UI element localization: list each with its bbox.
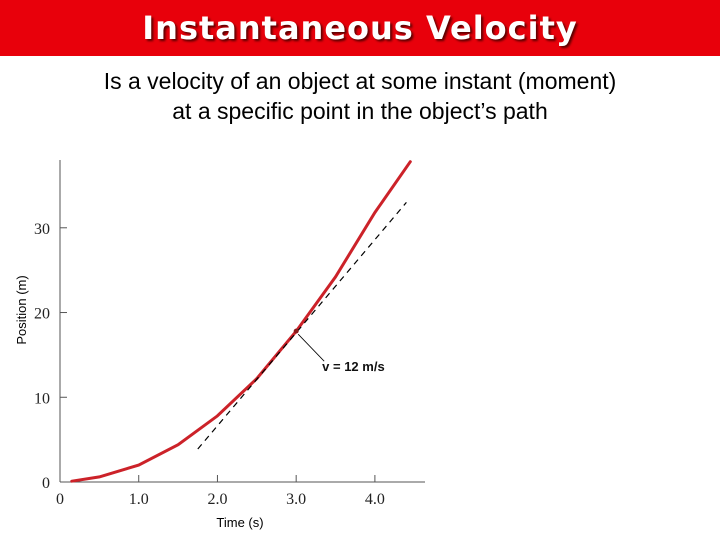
title-bar: Instantaneous Velocity — [0, 0, 720, 56]
x-tick-label: 1.0 — [129, 491, 149, 508]
y-tick-label: 0 — [42, 475, 50, 492]
tangent-line — [197, 202, 407, 450]
tangent-point — [293, 328, 299, 334]
chart-ticks: 0 1.0 2.0 3.0 4.0 0 10 20 30 — [34, 221, 385, 508]
chart-annotations: v = 12 m/s — [293, 328, 385, 374]
chart-container: 0 1.0 2.0 3.0 4.0 0 10 20 30 v = 12 m/s Time (s)… — [0, 150, 460, 540]
y-axis-label: Position (m) — [14, 275, 29, 344]
definition-line-2: at a specific point in the object’s path — [172, 98, 548, 124]
x-tick-label: 3.0 — [286, 491, 306, 508]
slide-title: Instantaneous Velocity — [142, 9, 578, 47]
x-axis-label: Time (s) — [216, 515, 263, 530]
y-tick-label: 20 — [34, 306, 50, 323]
chart-series — [70, 160, 412, 483]
x-tick-label: 2.0 — [207, 491, 227, 508]
x-tick-label: 0 — [56, 491, 64, 508]
velocity-annotation: v = 12 m/s — [322, 359, 385, 374]
position-time-chart: 0 1.0 2.0 3.0 4.0 0 10 20 30 v = 12 m/s Time (s)… — [14, 160, 425, 530]
y-tick-label: 30 — [34, 221, 50, 238]
position-curve — [70, 160, 412, 483]
definition-line-1: Is a velocity of an object at some insta… — [103, 68, 617, 94]
chart-axes — [59, 160, 425, 483]
x-tick-label: 4.0 — [365, 491, 385, 508]
y-tick-label: 10 — [34, 390, 50, 407]
definition-text: Is a velocity of an object at some insta… — [10, 66, 710, 126]
annotation-leader — [297, 333, 325, 362]
